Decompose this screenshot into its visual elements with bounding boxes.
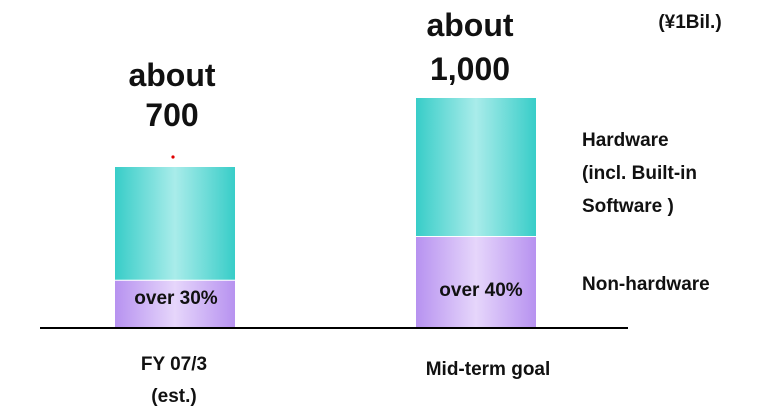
total-label-line1: about <box>128 57 215 93</box>
legend-hardware-line2: (incl. Built-in <box>582 163 697 184</box>
total-label-line1: about <box>426 7 513 43</box>
unit-label: (¥1Bil.) <box>658 12 721 33</box>
legend-hardware-line3: Software ) <box>582 196 674 217</box>
x-tick-label: FY 07/3 (est.) <box>141 354 207 407</box>
bar-segment-non-hardware <box>416 236 536 328</box>
x-tick-label: Mid-term goal <box>426 359 551 380</box>
bars-group <box>115 98 536 328</box>
bar-segment-hardware <box>416 98 536 236</box>
total-label-line2: 700 <box>145 97 198 133</box>
bar-segment-hardware <box>115 167 235 280</box>
bar-segment-non-hardware <box>115 279 235 328</box>
segment-label: over 40% <box>439 280 523 301</box>
legend-hardware-line1: Hardware <box>582 130 669 151</box>
total-label-line2: 1,000 <box>430 51 510 87</box>
legend-non-hardware: Non-hardware <box>582 274 710 295</box>
segment-label: over 30% <box>134 288 218 309</box>
marker-dot <box>171 155 175 159</box>
